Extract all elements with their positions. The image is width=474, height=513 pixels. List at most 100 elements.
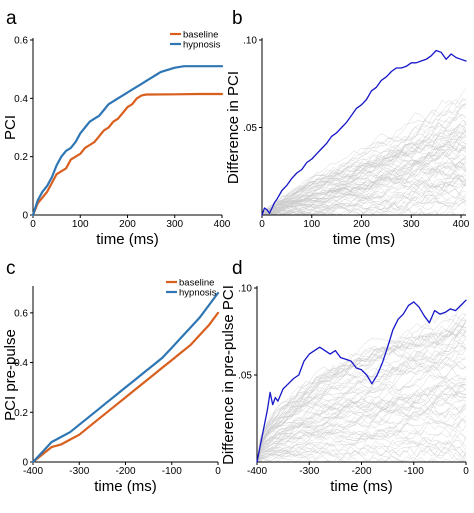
null-trace <box>261 124 467 214</box>
y-tick-label: 0.6 <box>14 36 28 47</box>
series-line-difference <box>261 49 467 216</box>
y-tick-label: 0.2 <box>14 152 28 163</box>
null-trace <box>261 141 467 215</box>
y-tick-label: .05 <box>243 123 257 134</box>
x-tick-label: 0 <box>463 466 469 477</box>
y-tick-label: 0.4 <box>14 94 28 105</box>
x-tick-label: 0 <box>30 219 36 230</box>
null-trace <box>256 346 467 463</box>
x-tick-label: 0 <box>259 219 265 230</box>
null-trace <box>256 344 467 463</box>
null-trace <box>261 157 467 216</box>
x-axis-title: time (ms) <box>94 478 157 495</box>
panel-label-c: c <box>6 258 16 279</box>
x-axis-title: time (ms) <box>330 478 393 495</box>
panel-label-d: d <box>232 258 243 279</box>
panel-label-b: b <box>232 8 243 29</box>
x-tick-label: 200 <box>353 219 370 230</box>
null-trace <box>261 98 467 216</box>
null-trace <box>256 374 467 462</box>
series-line-difference <box>256 299 467 463</box>
null-trace <box>256 331 467 462</box>
x-tick-label: 100 <box>72 219 89 230</box>
null-trace <box>261 188 467 216</box>
null-trace <box>256 381 467 463</box>
y-axis-title: PCI <box>2 115 19 140</box>
y-tick-label: 0.2 <box>14 408 28 419</box>
x-tick-label: -100 <box>404 466 424 477</box>
x-tick-label: 300 <box>403 219 420 230</box>
null-trace <box>256 386 467 462</box>
null-trace <box>256 380 467 463</box>
null-trace <box>261 184 467 216</box>
chart-panel-d: -400 -300 -200 -100 0 .05 .10 time (ms) Differen… <box>220 284 469 496</box>
null-trace <box>256 384 467 461</box>
null-trace <box>261 149 467 216</box>
null-trace <box>261 88 467 215</box>
null-trace <box>256 434 467 462</box>
x-tick-label: -300 <box>69 466 89 477</box>
y-tick-label: .10 <box>238 284 252 295</box>
y-axis-title: Difference in PCI <box>225 71 242 184</box>
null-trace <box>256 439 467 462</box>
null-trace <box>256 318 467 461</box>
y-axis-title: PCI pre-pulse <box>2 329 19 421</box>
null-distribution-b <box>261 88 467 216</box>
null-trace <box>262 174 467 216</box>
x-tick-label: 400 <box>453 219 470 230</box>
null-trace <box>256 415 467 463</box>
null-trace <box>256 313 467 463</box>
series-line-hypnosis <box>31 65 224 217</box>
y-tick-label: .05 <box>238 371 252 382</box>
y-tick-label: 0.6 <box>14 308 28 319</box>
x-tick-label: -100 <box>162 466 182 477</box>
x-tick-label: -200 <box>115 466 135 477</box>
x-tick-label: 400 <box>214 219 231 230</box>
null-trace <box>261 162 467 216</box>
series-line-hypnosis <box>31 291 220 464</box>
null-trace <box>256 387 467 462</box>
null-trace <box>256 391 467 461</box>
x-axis-title: time (ms) <box>96 231 159 248</box>
null-trace <box>256 366 467 462</box>
x-tick-label: -300 <box>299 466 319 477</box>
null-trace <box>261 134 467 216</box>
null-trace <box>261 151 467 215</box>
y-tick-label: 0 <box>22 211 28 222</box>
null-trace <box>256 403 467 463</box>
x-tick-label: 200 <box>119 219 136 230</box>
x-tick-label: -400 <box>23 466 43 477</box>
x-tick-label: 100 <box>303 219 320 230</box>
null-trace <box>256 418 467 462</box>
null-trace <box>256 439 467 463</box>
null-trace <box>261 178 467 216</box>
x-tick-label: 0 <box>215 466 221 477</box>
null-trace <box>261 136 467 216</box>
null-trace <box>256 320 467 463</box>
x-tick-label: 300 <box>166 219 183 230</box>
null-trace <box>262 191 467 216</box>
series-line-baseline <box>31 92 224 217</box>
null-trace <box>256 405 467 463</box>
x-tick-label: -200 <box>351 466 371 477</box>
series-line-baseline <box>31 311 220 464</box>
null-trace <box>261 129 467 215</box>
null-trace <box>256 314 467 463</box>
null-trace <box>256 304 467 463</box>
y-tick-label: 0.4 <box>14 358 28 369</box>
null-trace <box>256 366 467 463</box>
legend-label-baseline: baseline <box>179 278 214 289</box>
null-trace <box>256 330 467 463</box>
null-trace <box>261 99 467 216</box>
chart-panel-c: -400 -300 -200 -100 0 0 0.2 0.4 0.6 time (ms) PCI … <box>2 278 221 496</box>
panel-label-a: a <box>6 8 17 29</box>
null-trace <box>256 329 467 463</box>
null-trace <box>261 193 467 216</box>
null-trace <box>256 410 467 462</box>
null-trace <box>256 336 467 461</box>
null-trace <box>256 418 467 463</box>
chart-panel-a: 0 100 200 300 400 0 0.2 0.4 0.6 time (ms) PCI basel… <box>2 30 231 249</box>
null-trace <box>256 345 467 463</box>
null-distribution-d <box>256 304 467 463</box>
